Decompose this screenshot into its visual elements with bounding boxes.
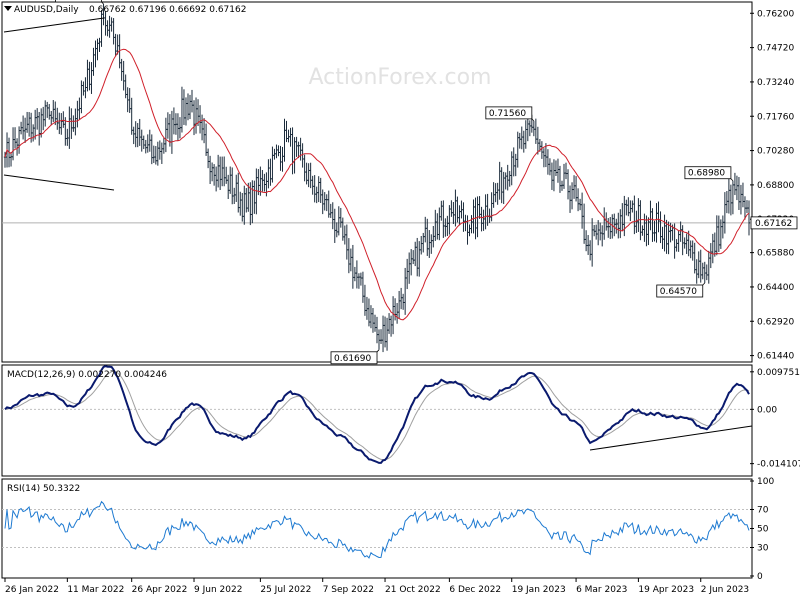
rsi-tick-label: 100 <box>757 477 774 487</box>
rsi-path <box>4 500 750 559</box>
x-tick-label: 9 Jun 2022 <box>194 585 242 595</box>
moving-average-line <box>4 48 750 321</box>
x-tick-label: 6 Dec 2022 <box>449 585 501 595</box>
macd-title: MACD(12,26,9) 0.002270 0.004246 <box>7 370 167 380</box>
rsi-title: RSI(14) 50.3322 <box>7 484 80 494</box>
price-panel: ActionForex.com 0.76600 0.71560 0.61690 0.6… <box>1 0 798 365</box>
price-tick-label: 0.73240 <box>757 78 794 88</box>
upper-trendline <box>3 17 105 33</box>
x-tick-label: 11 Mar 2022 <box>67 585 124 595</box>
rsi-tick-label: 70 <box>757 506 769 516</box>
x-tick-label: 19 Apr 2023 <box>638 585 694 595</box>
price-annotation-box <box>330 351 378 365</box>
price-tick-label: 0.76200 <box>757 9 794 19</box>
price-tick-label: 0.61440 <box>757 352 794 362</box>
annotation-leader <box>531 118 535 122</box>
macd-lines <box>4 365 750 464</box>
price-annotation-label: 0.68980 <box>688 169 725 179</box>
trendlines <box>3 17 115 191</box>
macd-panel: 0.009751 0.00 -0.014107 MACD(12,26,9) 0.00… <box>1 364 800 477</box>
price-annotation-box <box>485 106 533 120</box>
price-annotation-box <box>684 166 732 180</box>
price-tick-label: 0.64400 <box>757 283 794 293</box>
chart-header: AUDUSD,Daily 0.66762 0.67196 0.66692 0.6… <box>4 5 246 15</box>
price-tick-label: 0.62920 <box>757 317 794 327</box>
x-tick-label: 6 Mar 2023 <box>576 585 627 595</box>
x-tick-label: 21 Oct 2022 <box>385 585 441 595</box>
rsi-tick-label: 0 <box>757 572 763 582</box>
macd-tick-label: -0.014107 <box>757 460 800 470</box>
x-tick-label: 25 Jul 2022 <box>260 585 311 595</box>
macd-signal-path <box>4 370 750 461</box>
menu-triangle-icon[interactable] <box>4 6 12 11</box>
macd-y-axis: 0.009751 0.00 -0.014107 <box>750 368 800 470</box>
price-annotation-label: 0.61690 <box>334 354 371 364</box>
price-tick-label: 0.65880 <box>757 249 794 259</box>
price-annotation-box <box>55 0 102 3</box>
current-price-label: 0.67162 <box>755 219 792 229</box>
macd-tick-label: 0.00 <box>757 405 777 415</box>
macd-panel-frame <box>1 364 753 477</box>
price-tick-label: 0.70280 <box>757 147 794 157</box>
price-annotation-label: 0.76600 <box>59 0 96 2</box>
x-tick-label: 26 Apr 2022 <box>132 585 188 595</box>
ohlc-values: 0.66762 0.67196 0.66692 0.67162 <box>89 5 246 15</box>
price-tick-label: 0.68800 <box>757 181 794 191</box>
rsi-panel: 100 70 50 30 0 RSI(14) 50.3322 <box>1 477 774 582</box>
macd-trendline <box>589 425 753 451</box>
macd-support-trendline <box>589 425 753 451</box>
x-tick-label: 2 Jun 2023 <box>701 585 749 595</box>
annotation-leader <box>730 178 734 182</box>
rsi-line <box>4 500 750 559</box>
watermark: ActionForex.com <box>309 65 492 90</box>
x-tick-label: 19 Jan 2023 <box>512 585 566 595</box>
macd-main-path <box>4 365 750 464</box>
moving-average-path <box>4 48 750 321</box>
rsi-tick-label: 30 <box>757 544 769 554</box>
lower-trendline <box>3 174 115 191</box>
rsi-y-axis: 100 70 50 30 0 <box>750 477 774 582</box>
price-annotations: 0.76600 0.71560 0.61690 0.68980 0.64570 <box>55 0 734 365</box>
rsi-tick-label: 50 <box>757 525 769 535</box>
x-axis: 26 Jan 2022 11 Mar 2022 26 Apr 2022 9 Jun 2… <box>4 578 749 595</box>
macd-tick-label: 0.009751 <box>757 368 800 378</box>
x-tick-label: 26 Jan 2022 <box>5 585 59 595</box>
price-annotation-box <box>656 284 704 298</box>
price-y-axis: 0.76200 0.74720 0.73240 0.71760 0.70280 0.688… <box>750 9 798 362</box>
symbol-title: AUDUSD,Daily <box>14 5 79 15</box>
price-tick-label: 0.74720 <box>757 44 794 54</box>
annotation-leader <box>702 282 706 286</box>
rsi-gridlines <box>2 509 750 548</box>
x-tick-label: 7 Sep 2022 <box>323 585 374 595</box>
price-bars <box>3 4 751 353</box>
price-tick-label: 0.71760 <box>757 112 794 122</box>
current-price-box <box>750 216 798 230</box>
price-annotation-label: 0.71560 <box>489 109 526 119</box>
annotation-leader <box>101 1 104 5</box>
annotation-leader <box>376 349 380 353</box>
price-annotation-label: 0.64570 <box>660 287 697 297</box>
